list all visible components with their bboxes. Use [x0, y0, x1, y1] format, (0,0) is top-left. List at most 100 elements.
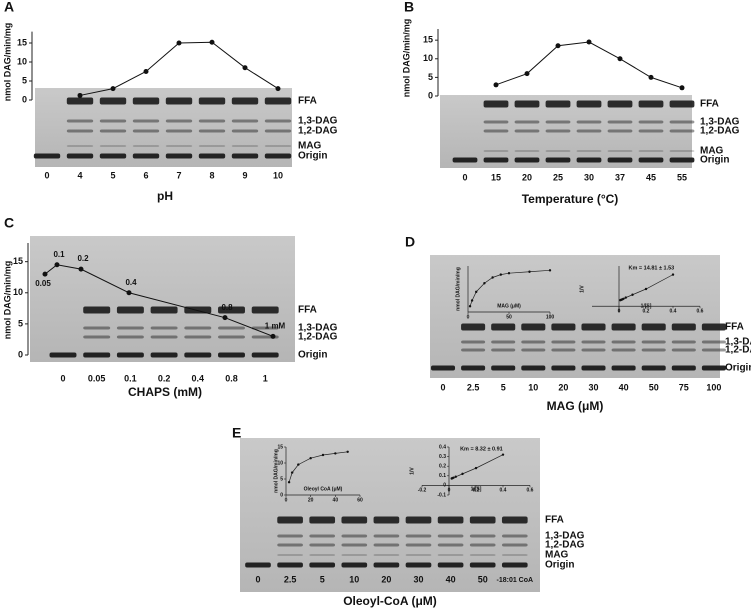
inset-x-tick-label: 0.4 — [670, 309, 677, 315]
gel-band — [66, 129, 94, 133]
gel-band — [437, 543, 464, 547]
gel-band — [491, 365, 516, 371]
gel-band — [264, 97, 292, 105]
gel-band — [671, 340, 696, 344]
lane-label: 0.05 — [88, 373, 106, 383]
inset-y-tick-label: 0 — [280, 492, 283, 498]
gel-band — [483, 157, 509, 163]
gel-band — [264, 153, 292, 159]
lane-label: 45 — [646, 172, 656, 182]
x-axis-label: CHAPS (mM) — [128, 385, 202, 399]
gel-band — [132, 119, 160, 123]
y-axis-label: nmol DAG/min/mg — [2, 261, 12, 340]
gel-band — [607, 100, 633, 108]
gel-band — [198, 119, 226, 123]
lane-label: 7 — [176, 170, 181, 180]
lane-label: 100 — [706, 382, 721, 392]
gel-band — [309, 554, 336, 556]
gel — [30, 236, 295, 362]
y-tick-label: 0 — [22, 94, 27, 104]
gel-band — [132, 129, 160, 133]
band-label: 1,3-DAG — [545, 531, 585, 542]
y-axis-label: nmol DAG/min/mg — [2, 23, 12, 102]
point-label: 0.05 — [35, 279, 51, 288]
inset-point — [321, 453, 325, 457]
inset-point — [468, 305, 472, 308]
gel-band — [231, 97, 259, 105]
curve — [44, 264, 274, 337]
y-tick-label: 15 — [423, 35, 433, 45]
gel-band — [341, 562, 368, 568]
gel-band — [116, 335, 144, 339]
gel-band — [277, 562, 303, 568]
inset-x-tick-label: 0.2 — [643, 309, 650, 315]
point-label: 1 mM — [265, 321, 286, 330]
inset-y-tick-label: -0.1 — [437, 492, 446, 498]
inset-point — [671, 273, 675, 276]
gel-band — [491, 323, 516, 331]
inset-x-tick-label: 0.6 — [527, 488, 534, 494]
gel-band — [483, 129, 509, 133]
inset-annotation: Km = 8.32 ± 0.91 — [460, 446, 503, 452]
gel-band — [231, 145, 259, 147]
panel-letter: C — [4, 215, 14, 231]
inset-point — [454, 475, 457, 478]
gel-band — [576, 157, 602, 163]
gel-band — [150, 326, 178, 330]
y-tick-label: 5 — [428, 72, 433, 82]
inset-x-label: 1/[S] — [471, 486, 482, 492]
lane-label: 20 — [522, 172, 532, 182]
gel-band — [405, 562, 432, 568]
data-point — [648, 74, 654, 80]
gel-band — [309, 562, 336, 568]
point-label: 0.2 — [77, 254, 89, 263]
gel-band — [184, 352, 212, 358]
inset-point — [474, 466, 478, 470]
gel-band — [607, 157, 633, 163]
gel-band — [611, 323, 636, 331]
lane-label: 0 — [44, 170, 49, 180]
gel-band — [576, 120, 602, 124]
gel-band — [309, 543, 336, 547]
gel-band — [218, 335, 245, 339]
gel-band — [469, 543, 496, 547]
inset-point — [334, 452, 337, 455]
gel-band — [551, 365, 576, 371]
x-axis-label: pH — [157, 189, 173, 203]
lane-label: -18:01 CoA — [497, 577, 534, 584]
gel-band — [576, 150, 602, 152]
inset-y-tick-label: 0.2 — [439, 464, 446, 470]
inset-point — [450, 477, 453, 480]
gel-band — [611, 365, 636, 371]
gel-band — [551, 340, 576, 344]
inset-y-label: 1/V — [579, 285, 585, 293]
gel-band — [277, 534, 303, 538]
x-axis-label: Oleoyl-CoA (μM) — [343, 594, 437, 608]
lane-label: 5 — [110, 170, 115, 180]
data-point — [176, 40, 182, 46]
gel-band — [491, 340, 516, 344]
gel-band — [501, 543, 528, 547]
band-label: 1,3-DAG — [725, 337, 751, 348]
inset-point — [483, 282, 486, 285]
gel-band — [669, 157, 695, 163]
gel-band — [545, 100, 571, 108]
curve — [495, 41, 683, 89]
gel-band — [341, 543, 368, 547]
gel-band — [545, 129, 571, 133]
y-tick-label: 0 — [18, 349, 23, 359]
gel-band — [611, 348, 636, 352]
gel-band — [184, 306, 212, 314]
gel-band — [491, 348, 516, 352]
gel-band — [483, 100, 509, 108]
panel-letter: E — [232, 425, 241, 441]
inset-point — [290, 471, 294, 474]
gel-band — [461, 323, 486, 331]
gel-band — [501, 516, 528, 524]
data-point — [493, 82, 499, 88]
y-tick-label: 10 — [13, 287, 23, 297]
gel-band — [514, 157, 540, 163]
lane-label: 0.8 — [225, 373, 238, 383]
inset-x-tick-label: 0.4 — [500, 488, 507, 494]
lane-label: 0 — [462, 172, 467, 182]
